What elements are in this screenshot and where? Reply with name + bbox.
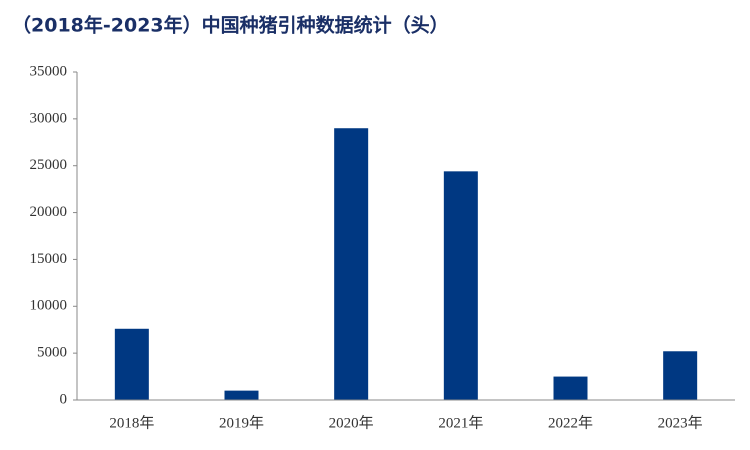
x-tick-label: 2020年 (329, 414, 374, 431)
bar (114, 328, 149, 400)
bar (443, 171, 478, 400)
bar (663, 351, 698, 400)
y-tick-label: 20000 (30, 204, 68, 220)
y-tick-label: 15000 (30, 251, 68, 267)
x-tick-label: 2022年 (548, 414, 593, 431)
y-tick-label: 10000 (30, 298, 68, 314)
y-tick-label: 35000 (30, 63, 68, 79)
y-tick-label: 0 (60, 391, 68, 407)
chart-title: （2018年-2023年）中国种猪引种数据统计（头） (12, 14, 449, 37)
y-tick-label: 30000 (30, 110, 68, 126)
bar (334, 128, 369, 400)
bar (553, 376, 588, 400)
x-tick-label: 2018年 (109, 414, 154, 431)
y-tick-label: 5000 (37, 345, 67, 361)
x-tick-label: 2019年 (219, 414, 264, 431)
bar (224, 390, 259, 400)
x-tick-label: 2021年 (438, 414, 483, 431)
x-tick-label: 2023年 (658, 414, 703, 431)
y-tick-label: 25000 (30, 157, 68, 173)
